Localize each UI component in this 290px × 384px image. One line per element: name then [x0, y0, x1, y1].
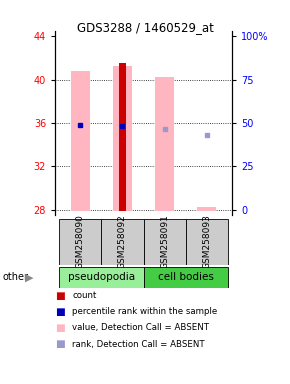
Bar: [144, 219, 186, 265]
Text: ■: ■: [55, 307, 65, 317]
Bar: [59, 267, 144, 288]
Text: count: count: [72, 291, 97, 300]
Bar: [155, 77, 174, 211]
Bar: [197, 207, 216, 211]
Bar: [102, 219, 144, 265]
Bar: [71, 71, 90, 211]
Text: GDS3288 / 1460529_at: GDS3288 / 1460529_at: [77, 21, 213, 34]
Text: ■: ■: [55, 323, 65, 333]
Text: ■: ■: [55, 291, 65, 301]
Text: cell bodies: cell bodies: [158, 272, 214, 283]
Text: GSM258091: GSM258091: [160, 215, 169, 269]
Text: value, Detection Call = ABSENT: value, Detection Call = ABSENT: [72, 323, 209, 333]
Text: GSM258090: GSM258090: [76, 215, 85, 269]
Bar: [59, 219, 102, 265]
Bar: [186, 219, 228, 265]
Text: GSM258093: GSM258093: [202, 215, 211, 269]
Bar: [144, 267, 228, 288]
Text: rank, Detection Call = ABSENT: rank, Detection Call = ABSENT: [72, 339, 205, 349]
Bar: [119, 63, 126, 211]
Text: GSM258092: GSM258092: [118, 215, 127, 269]
Bar: [113, 66, 132, 211]
Text: ▶: ▶: [25, 272, 33, 283]
Text: other: other: [3, 272, 29, 283]
Text: percentile rank within the sample: percentile rank within the sample: [72, 307, 218, 316]
Text: ■: ■: [55, 339, 65, 349]
Text: pseudopodia: pseudopodia: [68, 272, 135, 283]
